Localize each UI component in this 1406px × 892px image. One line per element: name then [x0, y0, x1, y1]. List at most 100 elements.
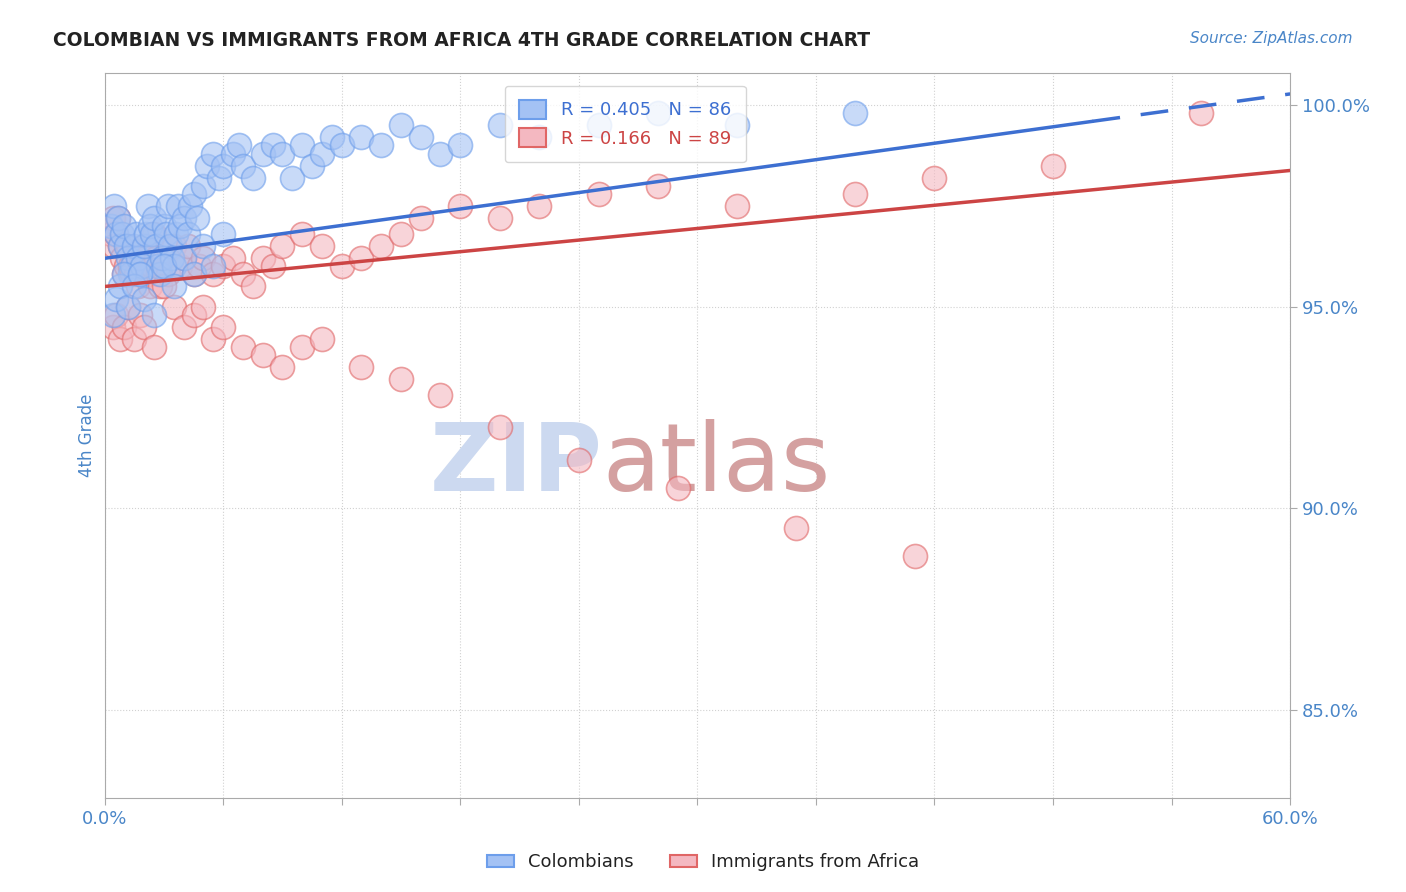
Point [117, 252, 139, 266]
Point [112, 219, 135, 233]
Point [153, 219, 176, 233]
Point [105, 227, 128, 241]
Legend: R = 0.405   N = 86, R = 0.166   N = 89: R = 0.405 N = 86, R = 0.166 N = 89 [505, 86, 745, 162]
Point [122, 332, 145, 346]
Point [173, 211, 195, 225]
Point [186, 211, 208, 225]
Point [330, 138, 353, 153]
Point [134, 239, 156, 253]
Point [159, 239, 181, 253]
Point [202, 332, 225, 346]
Point [281, 170, 304, 185]
Point [844, 186, 866, 201]
Point [924, 170, 946, 185]
Text: COLOMBIAN VS IMMIGRANTS FROM AFRICA 4TH GRADE CORRELATION CHART: COLOMBIAN VS IMMIGRANTS FROM AFRICA 4TH … [53, 31, 870, 50]
Point [156, 199, 179, 213]
Point [193, 252, 215, 266]
Point [131, 268, 153, 282]
Point [271, 146, 294, 161]
Point [134, 292, 156, 306]
Point [311, 146, 333, 161]
Point [449, 138, 471, 153]
Point [647, 178, 669, 193]
Point [350, 360, 373, 375]
Point [141, 227, 163, 241]
Point [183, 308, 205, 322]
Y-axis label: 4th Grade: 4th Grade [79, 394, 96, 477]
Point [105, 292, 128, 306]
Point [131, 260, 153, 274]
Point [111, 227, 134, 241]
Point [252, 252, 274, 266]
Point [125, 227, 148, 241]
Point [330, 260, 353, 274]
Point [139, 279, 162, 293]
Point [153, 260, 176, 274]
Point [301, 159, 323, 173]
Point [110, 239, 132, 253]
Point [389, 227, 412, 241]
Point [100, 227, 122, 241]
Point [103, 239, 125, 253]
Point [143, 340, 166, 354]
Point [139, 219, 162, 233]
Point [291, 340, 314, 354]
Point [173, 252, 195, 266]
Point [222, 252, 245, 266]
Point [725, 199, 748, 213]
Point [488, 119, 510, 133]
Point [110, 239, 132, 253]
Point [176, 227, 198, 241]
Point [228, 138, 250, 153]
Point [291, 227, 314, 241]
Point [136, 199, 159, 213]
Point [212, 260, 235, 274]
Text: atlas: atlas [603, 418, 831, 510]
Point [202, 260, 225, 274]
Point [100, 219, 122, 233]
Point [429, 388, 451, 402]
Point [262, 138, 284, 153]
Point [844, 106, 866, 120]
Point [169, 260, 191, 274]
Point [122, 279, 145, 293]
Point [125, 268, 148, 282]
Point [488, 211, 510, 225]
Point [389, 372, 412, 386]
Point [160, 252, 183, 266]
Point [271, 360, 294, 375]
Point [163, 239, 186, 253]
Point [121, 268, 143, 282]
Point [370, 138, 392, 153]
Point [112, 268, 135, 282]
Point [208, 170, 231, 185]
Point [165, 227, 187, 241]
Point [129, 308, 152, 322]
Point [146, 268, 169, 282]
Point [409, 211, 432, 225]
Point [588, 119, 610, 133]
Point [183, 186, 205, 201]
Point [1189, 106, 1212, 120]
Point [176, 239, 198, 253]
Point [163, 279, 186, 293]
Point [173, 319, 195, 334]
Point [212, 319, 235, 334]
Point [588, 186, 610, 201]
Point [232, 159, 254, 173]
Point [143, 227, 166, 241]
Point [725, 119, 748, 133]
Point [488, 420, 510, 434]
Point [122, 252, 145, 266]
Point [105, 227, 128, 241]
Point [389, 119, 412, 133]
Point [429, 146, 451, 161]
Point [212, 159, 235, 173]
Point [409, 130, 432, 145]
Point [145, 239, 167, 253]
Point [117, 300, 139, 314]
Point [143, 308, 166, 322]
Point [163, 260, 186, 274]
Point [252, 146, 274, 161]
Point [179, 199, 201, 213]
